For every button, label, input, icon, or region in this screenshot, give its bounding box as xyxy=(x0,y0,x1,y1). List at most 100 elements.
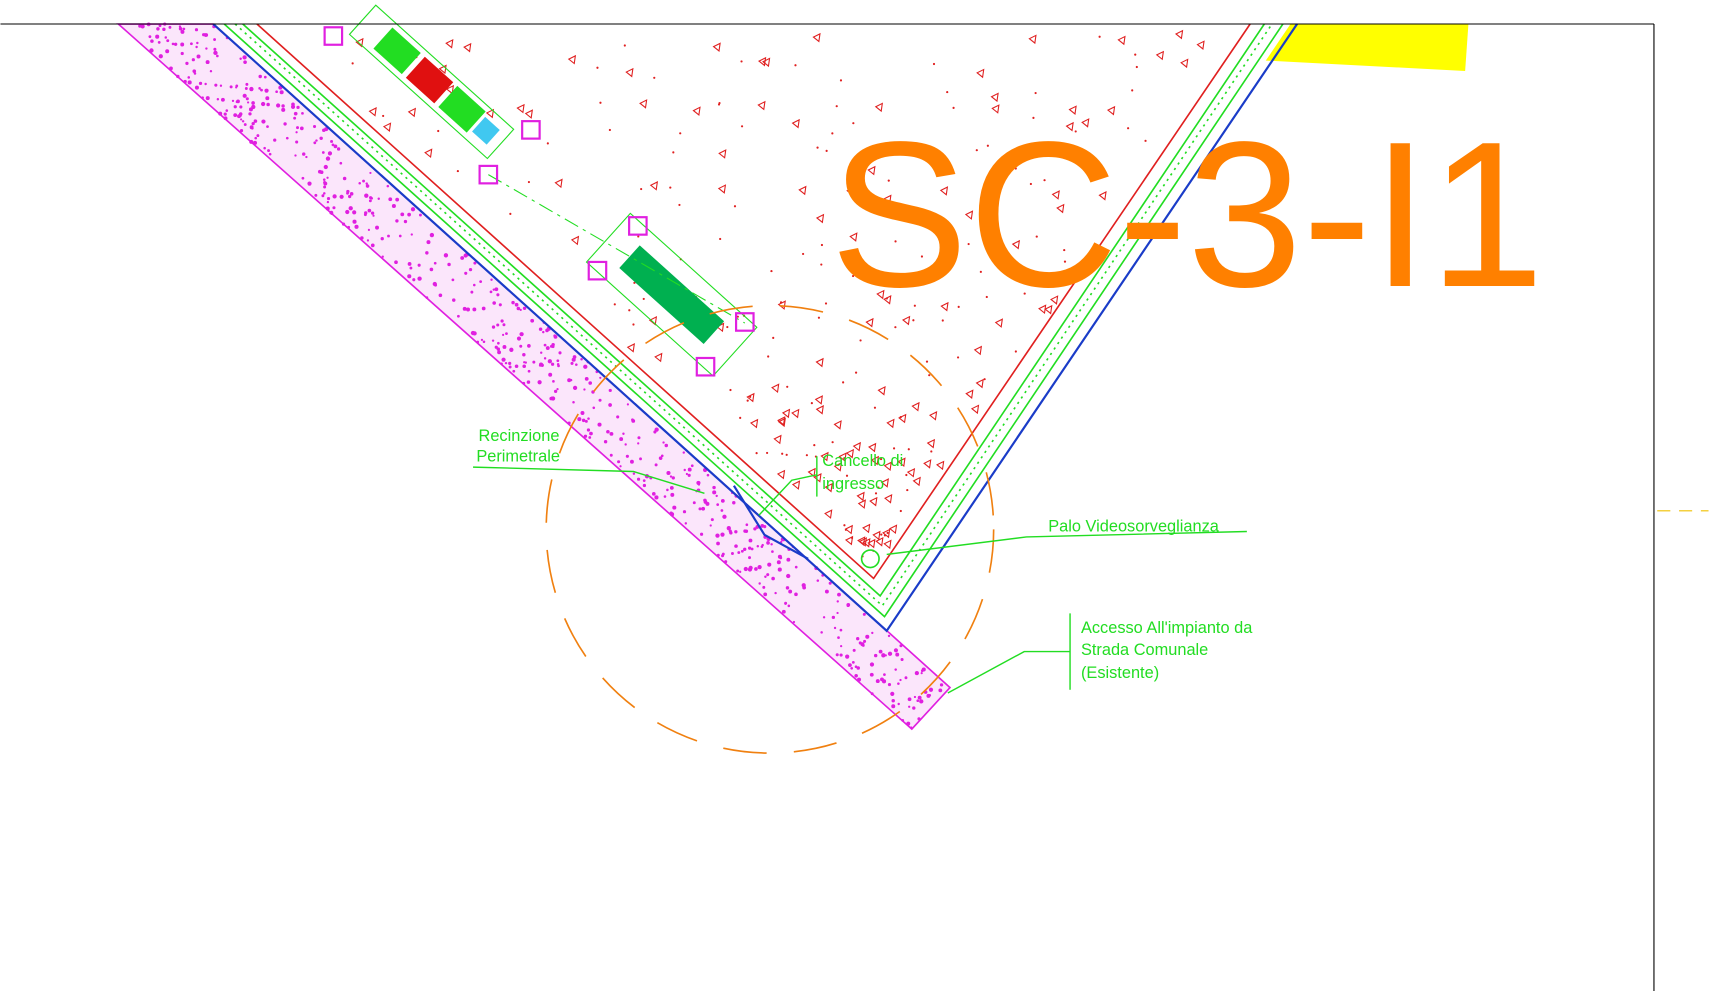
hatch xyxy=(528,181,530,183)
hatch xyxy=(846,603,850,607)
hatch xyxy=(719,238,721,240)
hatch xyxy=(509,366,512,369)
hatch xyxy=(659,456,663,460)
hatch xyxy=(479,280,482,283)
hatch xyxy=(210,70,212,72)
hatch xyxy=(575,363,578,366)
hatch xyxy=(499,303,502,306)
hatch xyxy=(854,674,858,678)
hatch xyxy=(666,489,669,492)
hatch xyxy=(626,455,629,458)
hatch xyxy=(364,211,367,214)
hatch xyxy=(774,592,776,594)
hatch xyxy=(679,132,681,134)
hatch xyxy=(417,276,421,280)
hatch xyxy=(476,341,479,344)
hatch xyxy=(894,648,898,652)
hatch xyxy=(517,336,521,340)
hatch xyxy=(217,98,219,100)
hatch xyxy=(821,244,823,246)
hatch xyxy=(940,683,943,686)
hatch xyxy=(720,532,724,536)
hatch xyxy=(770,270,772,272)
hatch xyxy=(908,448,910,450)
hatch xyxy=(329,211,333,215)
hatch xyxy=(307,182,311,186)
hatch xyxy=(411,233,413,235)
hatch xyxy=(497,347,500,350)
hatch xyxy=(740,60,742,62)
hatch xyxy=(899,644,902,647)
hatch xyxy=(546,346,550,350)
hatch xyxy=(334,145,338,149)
hatch xyxy=(232,100,234,102)
hatch xyxy=(352,62,354,64)
hatch xyxy=(823,616,825,618)
hatch xyxy=(893,447,895,449)
hatch xyxy=(700,533,703,536)
hatch xyxy=(295,140,298,143)
hatch xyxy=(1035,92,1037,94)
hatch xyxy=(585,377,589,381)
hatch xyxy=(342,223,345,226)
hatch xyxy=(722,515,726,519)
hatch xyxy=(409,267,412,270)
hatch xyxy=(928,374,930,376)
hatch xyxy=(350,192,354,196)
hatch xyxy=(347,226,350,229)
hatch xyxy=(632,323,634,325)
hatch xyxy=(672,151,674,153)
hatch xyxy=(670,486,674,490)
hatch xyxy=(767,355,769,357)
hatch xyxy=(149,48,153,52)
hatch xyxy=(1131,89,1133,91)
hatch xyxy=(502,323,505,326)
hatch xyxy=(244,123,247,126)
hatch xyxy=(608,403,612,407)
hatch xyxy=(763,593,767,597)
hatch xyxy=(159,54,163,58)
hatch xyxy=(655,463,658,466)
hatch xyxy=(176,75,179,78)
hatch xyxy=(984,378,986,380)
hatch xyxy=(670,512,673,515)
hatch xyxy=(327,201,329,203)
hatch xyxy=(624,443,626,445)
hatch xyxy=(1134,54,1136,56)
hatch xyxy=(314,194,317,197)
hatch xyxy=(352,210,356,214)
hatch xyxy=(933,63,935,65)
hatch xyxy=(570,362,573,365)
hatch xyxy=(192,58,195,61)
hatch xyxy=(275,90,278,93)
hatch xyxy=(894,668,896,670)
hatch xyxy=(218,112,222,116)
hatch xyxy=(305,156,307,158)
annotation: (Esistente) xyxy=(1081,664,1159,682)
hatch xyxy=(929,688,933,692)
hatch xyxy=(624,44,626,46)
hatch xyxy=(664,495,667,498)
hatch xyxy=(639,457,642,460)
hatch xyxy=(519,332,523,336)
hatch xyxy=(718,103,720,105)
hatch xyxy=(766,573,769,576)
hatch xyxy=(295,131,297,133)
hatch xyxy=(371,197,373,199)
hatch xyxy=(360,236,363,239)
hatch xyxy=(252,122,255,125)
hatch xyxy=(375,226,379,230)
hatch xyxy=(655,428,659,432)
hatch xyxy=(302,177,305,180)
hatch xyxy=(206,60,210,64)
hatch xyxy=(842,381,844,383)
hatch xyxy=(265,96,269,100)
hatch xyxy=(946,91,948,93)
hatch xyxy=(382,256,384,258)
hatch xyxy=(419,214,422,217)
hatch xyxy=(895,653,899,657)
hatch xyxy=(240,129,243,132)
hatch xyxy=(233,113,237,117)
hatch xyxy=(553,334,556,337)
hatch xyxy=(843,524,845,526)
